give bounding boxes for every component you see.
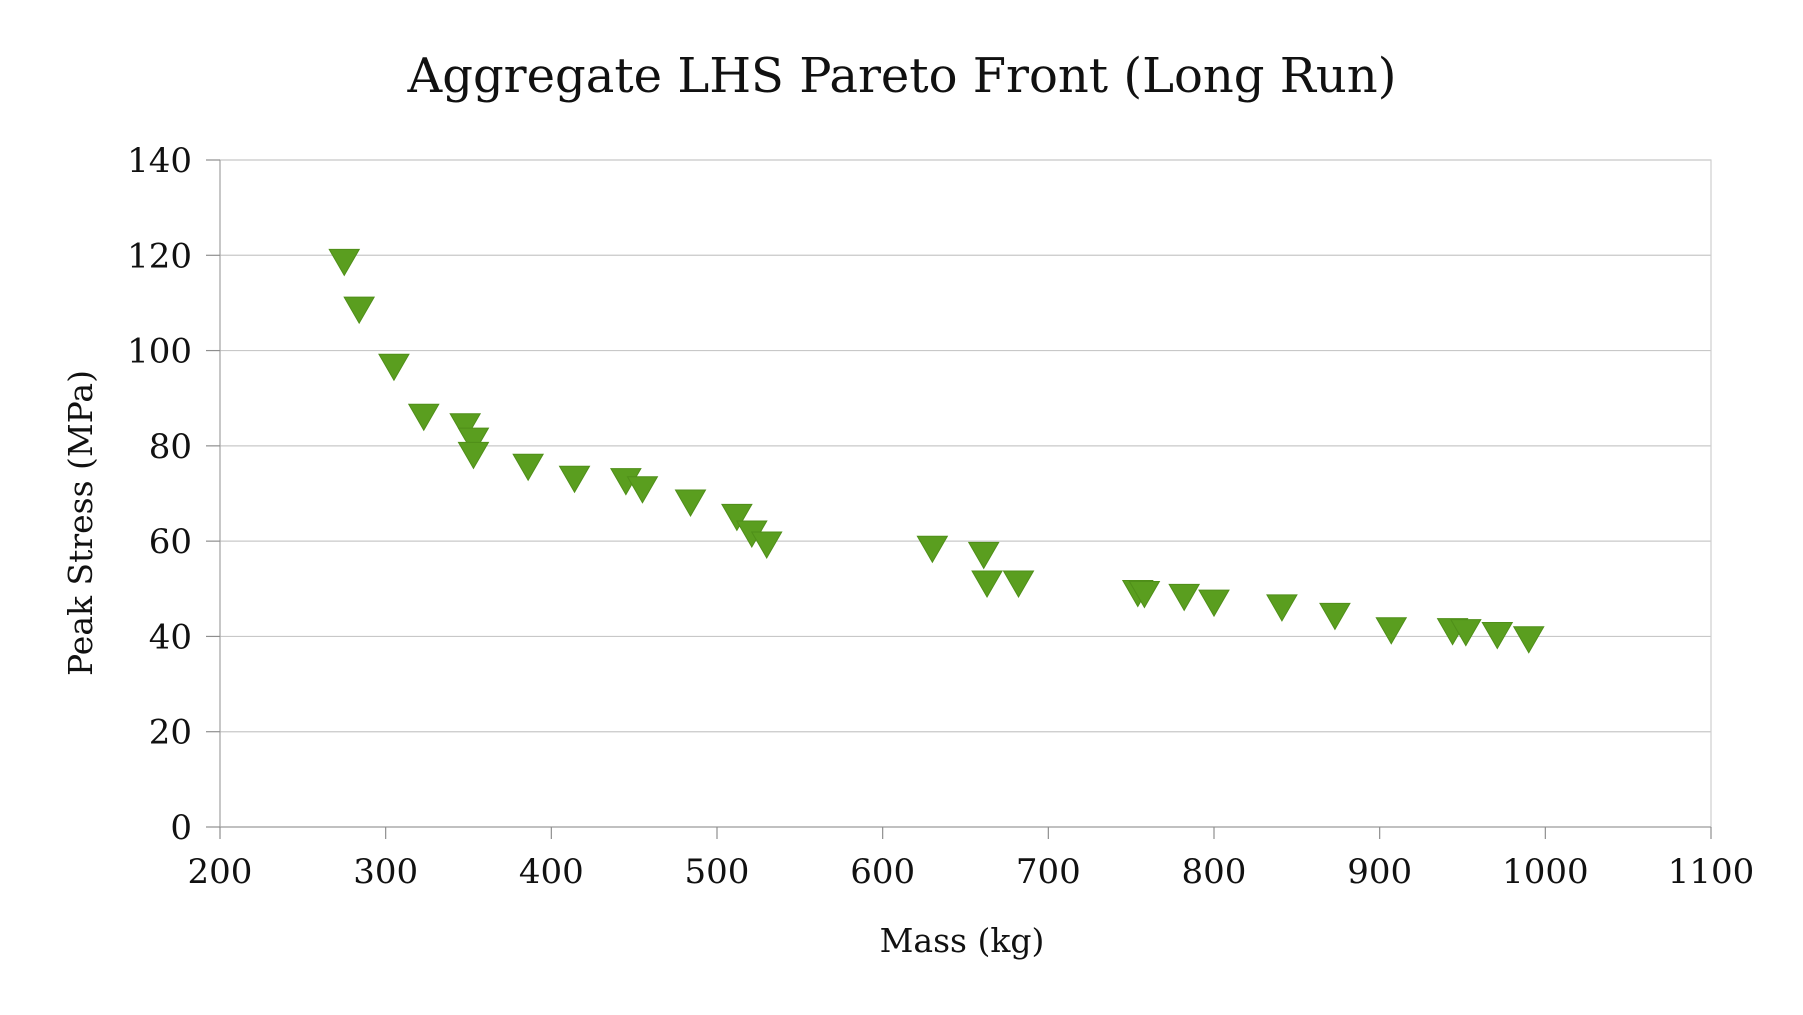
data-point (1002, 570, 1035, 599)
data-point (1449, 619, 1482, 647)
data-point (967, 541, 1000, 570)
x-tick-label: 300 (353, 852, 418, 892)
data-point (512, 453, 545, 482)
data-point (457, 441, 490, 470)
data-point (1375, 617, 1408, 645)
data-point (971, 570, 1003, 599)
axes (206, 159, 1712, 839)
x-tick-label: 900 (1347, 852, 1412, 892)
x-tick-label: 400 (519, 852, 584, 892)
x-tick-label: 1100 (1668, 852, 1755, 892)
data-point (328, 248, 361, 277)
data-point (916, 535, 949, 564)
tick-labels: 0 20 40 60 80 100 120 140 200 300 400 500 600 700 800 9… (127, 141, 1754, 892)
data-point (457, 427, 490, 456)
data-point (1266, 594, 1298, 622)
data-point (1128, 581, 1161, 609)
x-tick-label: 800 (1182, 852, 1247, 892)
plot-area-border (219, 159, 1712, 828)
data-point (1198, 589, 1230, 618)
x-tick-label: 500 (685, 852, 750, 892)
data-point (1481, 621, 1514, 650)
x-tick-label: 200 (188, 852, 253, 892)
data-point (1319, 602, 1351, 631)
y-tick-label: 140 (127, 141, 192, 181)
data-point (449, 413, 482, 441)
data-points (328, 248, 1545, 654)
y-tick-label: 20 (149, 713, 192, 753)
y-tick-label: 0 (170, 808, 192, 848)
y-tick-label: 40 (149, 617, 192, 657)
data-point (626, 476, 659, 504)
data-point (750, 531, 783, 559)
data-point (343, 296, 376, 325)
x-axis-label: Mass (kg) (880, 921, 1045, 960)
x-tick-label: 1000 (1502, 852, 1589, 892)
y-tick-label: 100 (127, 332, 192, 372)
y-axis-label: Peak Stress (MPa) (61, 370, 100, 676)
data-point (1512, 626, 1545, 654)
data-point (558, 465, 591, 494)
chart-title: Aggregate LHS Pareto Front (Long Run) (407, 48, 1397, 104)
y-tick-label: 80 (149, 427, 192, 467)
gridlines (220, 159, 1711, 828)
data-point (721, 503, 753, 532)
data-point (674, 489, 707, 518)
x-tick-label: 600 (850, 852, 915, 892)
data-point (378, 353, 410, 382)
y-tick-label: 120 (127, 236, 192, 276)
x-tick-label: 700 (1016, 852, 1081, 892)
data-point (407, 403, 440, 432)
y-tick-label: 60 (149, 522, 192, 562)
data-point (1168, 583, 1201, 612)
